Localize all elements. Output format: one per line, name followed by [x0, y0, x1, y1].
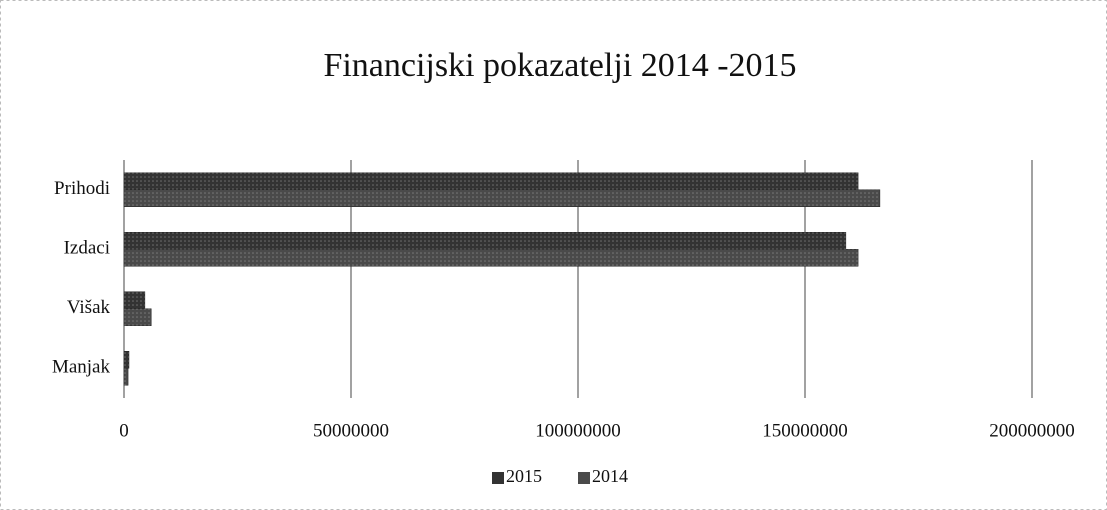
- bar-texture: [124, 249, 859, 267]
- bar-texture: [124, 368, 129, 386]
- x-tick-label: 0: [119, 420, 129, 441]
- y-tick-label: Prihodi: [54, 178, 110, 199]
- bar-texture: [124, 232, 846, 250]
- bar-texture: [124, 291, 145, 309]
- legend-label: 2015: [506, 466, 542, 486]
- bar-texture: [124, 308, 152, 326]
- x-tick-label: 150000000: [762, 420, 848, 441]
- legend-label: 2014: [592, 466, 628, 486]
- chart-title: Financijski pokazatelji 2014 -2015: [323, 47, 796, 84]
- bar-texture: [124, 189, 880, 207]
- bar-texture: [124, 172, 859, 190]
- y-tick-label: Višak: [67, 297, 111, 318]
- x-tick-label: 100000000: [535, 420, 621, 441]
- y-tick-label: Manjak: [52, 357, 111, 378]
- x-tick-label: 50000000: [313, 420, 389, 441]
- x-tick-label: 200000000: [989, 420, 1075, 441]
- legend-swatch: [578, 472, 590, 484]
- y-tick-label: Izdaci: [64, 238, 110, 259]
- legend-swatch: [492, 472, 504, 484]
- bar-texture: [124, 351, 129, 369]
